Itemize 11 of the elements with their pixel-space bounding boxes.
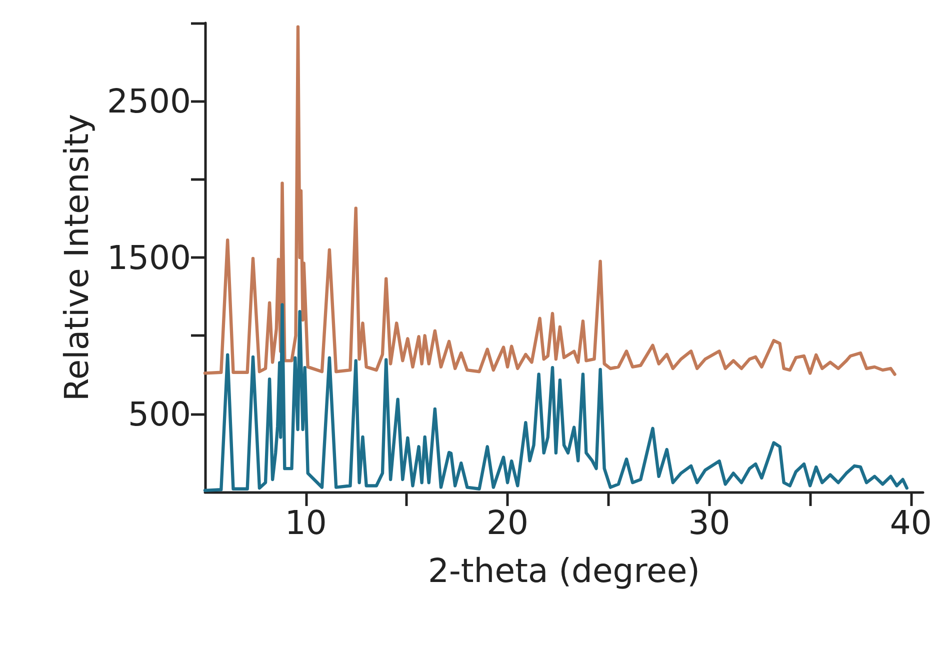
y-tick-label: 500	[128, 394, 191, 434]
x-tick-label: 10	[284, 503, 327, 542]
x-axis-title: 2-theta (degree)	[428, 551, 700, 590]
line-series	[203, 303, 908, 492]
x-tick-label: 20	[486, 503, 529, 542]
y-tick-label: 2500	[107, 82, 191, 121]
y-axis-title: Relative Intensity	[57, 114, 96, 402]
line-series	[203, 25, 896, 376]
x-tick-label: 40	[890, 503, 932, 542]
x-tick-label: 30	[688, 503, 730, 542]
y-tick-label: 1500	[107, 238, 191, 277]
